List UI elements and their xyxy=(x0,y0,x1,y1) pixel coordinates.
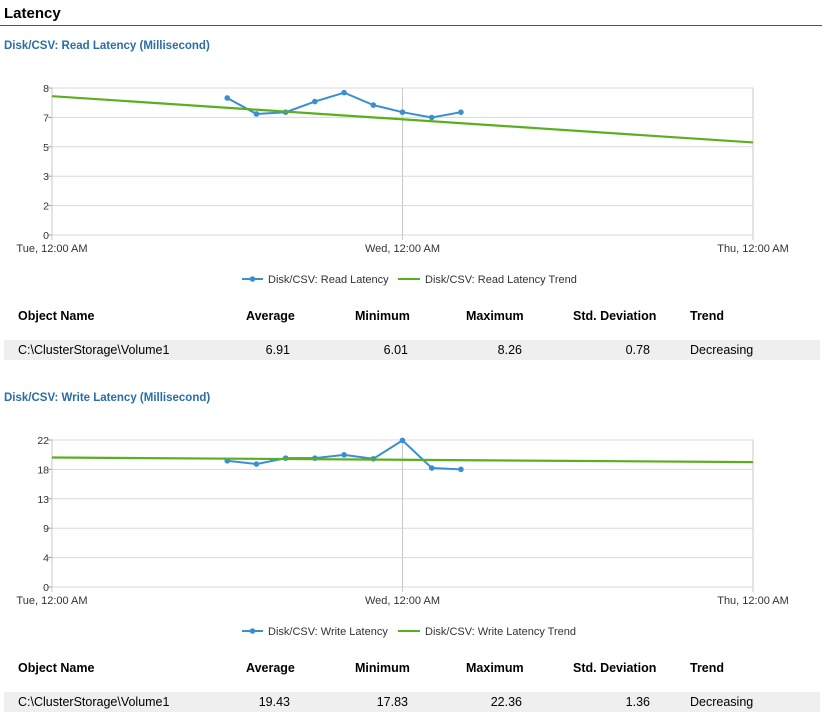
header-minimum: Minimum xyxy=(355,309,410,323)
data-point xyxy=(458,109,464,116)
x-tick-label: Tue, 12:00 AM xyxy=(16,595,87,607)
std-deviation-cell: 0.78 xyxy=(625,343,650,357)
data-point xyxy=(253,111,260,117)
average-cell: 19.43 xyxy=(258,695,290,709)
std-deviation-cell: 1.36 xyxy=(625,695,650,709)
section-title: Latency xyxy=(4,5,61,22)
average-cell: 6.91 xyxy=(265,343,290,357)
x-tick-label: Wed, 12:00 AM xyxy=(365,243,440,255)
data-point xyxy=(428,114,435,121)
y-tick-label: 0 xyxy=(43,582,49,594)
legend-label-actual: Disk/CSV: Read Latency xyxy=(268,274,389,286)
y-tick-label: 18 xyxy=(37,464,49,476)
y-tick-label: 0 xyxy=(43,230,49,242)
header-maximum: Maximum xyxy=(466,309,524,323)
header-trend: Trend xyxy=(690,661,725,675)
legend-label-actual: Disk/CSV: Write Latency xyxy=(268,626,388,638)
header-minimum: Minimum xyxy=(355,661,410,675)
y-tick-label: 3 xyxy=(43,171,49,183)
data-point xyxy=(399,437,406,444)
y-tick-label: 2 xyxy=(43,201,49,213)
table-header-row: Object Name Average Minimum Maximum Std.… xyxy=(4,306,820,326)
legend-label-trend: Disk/CSV: Write Latency Trend xyxy=(425,626,576,638)
minimum-cell: 17.83 xyxy=(376,695,408,709)
maximum-cell: 8.26 xyxy=(497,343,522,357)
header-maximum: Maximum xyxy=(466,661,524,675)
legend-marker-actual xyxy=(249,276,256,282)
write-latency-table: Object Name Average Minimum Maximum Std.… xyxy=(4,658,820,712)
object-name-cell: C:\ClusterStorage\Volume1 xyxy=(18,695,170,709)
table-header-row: Object Name Average Minimum Maximum Std.… xyxy=(4,658,820,678)
trend-line xyxy=(51,456,754,464)
read-latency-table: Object Name Average Minimum Maximum Std.… xyxy=(4,306,820,360)
data-point xyxy=(428,465,435,471)
header-trend: Trend xyxy=(690,309,725,323)
x-tick-label: Thu, 12:00 AM xyxy=(717,595,789,607)
data-point xyxy=(370,102,377,108)
trend-cell: Decreasing xyxy=(690,695,754,709)
y-tick-label: 4 xyxy=(43,553,49,565)
read-latency-chart-title: Disk/CSV: Read Latency (Millisecond) xyxy=(4,40,210,52)
read-latency-chart: 0 2 3 5 7 8 Tue, 12:00 AM Wed, 12:00 AM Thu, 12:… xyxy=(16,83,789,286)
section-divider xyxy=(0,25,822,26)
x-tick-label: Tue, 12:00 AM xyxy=(16,243,87,255)
maximum-cell: 22.36 xyxy=(490,695,522,709)
write-latency-chart: 0 4 9 13 18 22 Tue, 12:00 AM Wed, 12:00 AM Thu, … xyxy=(16,435,789,638)
header-object-name: Object Name xyxy=(18,309,95,323)
header-std-deviation: Std. Deviation xyxy=(573,661,657,675)
data-point xyxy=(224,95,231,101)
trend-line xyxy=(51,95,754,144)
write-latency-chart-title: Disk/CSV: Write Latency (Millisecond) xyxy=(4,392,211,404)
trend-cell: Decreasing xyxy=(690,343,754,357)
y-tick-label: 22 xyxy=(37,435,49,447)
y-tick-label: 13 xyxy=(37,494,49,506)
data-point xyxy=(312,98,318,105)
data-point xyxy=(253,461,260,467)
data-point xyxy=(341,452,347,458)
header-std-deviation: Std. Deviation xyxy=(573,309,657,323)
header-object-name: Object Name xyxy=(18,661,95,675)
minimum-cell: 6.01 xyxy=(383,343,408,357)
x-tick-label: Wed, 12:00 AM xyxy=(365,595,440,607)
legend-marker-actual xyxy=(249,628,256,634)
object-name-cell: C:\ClusterStorage\Volume1 xyxy=(18,343,170,357)
y-tick-label: 8 xyxy=(43,83,49,95)
y-tick-label: 7 xyxy=(43,112,49,124)
table-row: C:\ClusterStorage\Volume1 6.91 6.01 8.26… xyxy=(4,340,820,360)
legend-label-trend: Disk/CSV: Read Latency Trend xyxy=(425,274,577,286)
y-tick-label: 9 xyxy=(43,523,49,535)
y-tick-label: 5 xyxy=(43,142,49,154)
data-point xyxy=(341,89,347,96)
header-average: Average xyxy=(246,309,295,323)
data-point xyxy=(399,109,406,116)
table-row: C:\ClusterStorage\Volume1 19.43 17.83 22… xyxy=(4,692,820,712)
data-point xyxy=(458,466,464,473)
header-average: Average xyxy=(246,661,295,675)
x-tick-label: Thu, 12:00 AM xyxy=(717,243,789,255)
